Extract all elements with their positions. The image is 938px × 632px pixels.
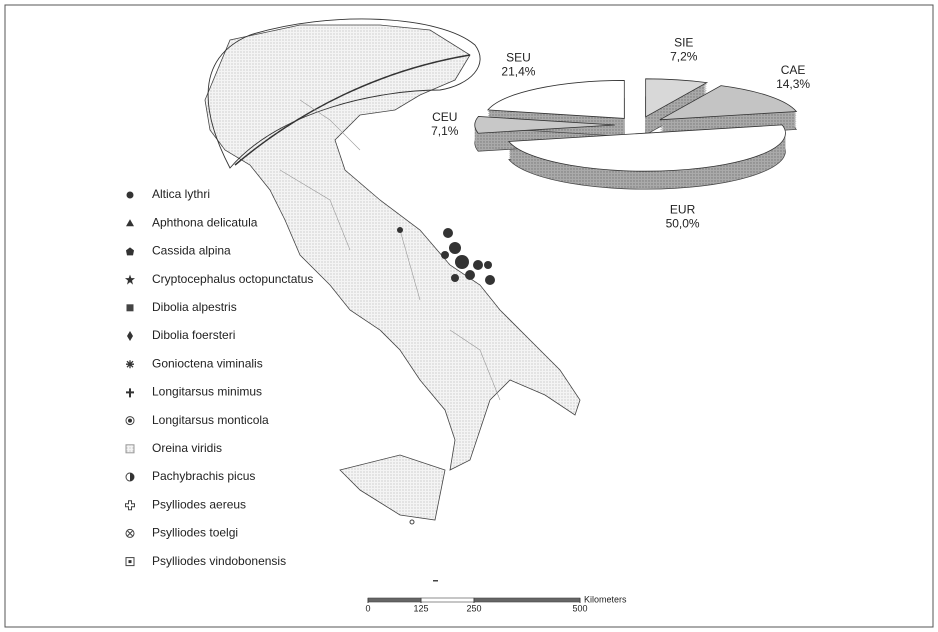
slice — [474, 116, 615, 134]
slice — [487, 80, 625, 119]
symbol — [126, 247, 134, 256]
legend-label: Psylliodes vindobonensis — [152, 554, 286, 568]
scale-tick-label: 250 — [466, 603, 481, 613]
legend-symbol — [125, 416, 135, 426]
scale-segment — [420, 597, 475, 603]
slice-value-label: 7,2% — [670, 50, 698, 64]
legend-symbol — [125, 528, 135, 538]
slice-value-label: 21,4% — [501, 64, 535, 78]
legend-label: Aphthona delicatula — [152, 215, 258, 229]
legend-label: Oreina viridis — [152, 441, 222, 455]
symbol — [125, 274, 135, 285]
legend-symbol — [126, 191, 134, 199]
slice-category: CEU — [432, 110, 457, 124]
slice — [645, 78, 709, 118]
slice-value-label: 14,3% — [776, 77, 810, 91]
legend-symbol — [126, 247, 134, 256]
scale-segment — [473, 597, 581, 603]
legend-symbol — [125, 444, 135, 454]
slice-category: EUR — [670, 203, 696, 217]
islet — [433, 580, 438, 582]
slice — [508, 124, 786, 172]
legend-label: Longitarsus monticola — [152, 413, 269, 427]
range-line — [234, 54, 471, 166]
symbol — [126, 360, 134, 369]
legend-label: Dibolia foersteri — [152, 328, 235, 342]
legend-label: Pachybrachis picus — [152, 469, 255, 483]
legend-label: Longitarsus minimus — [152, 385, 262, 399]
symbol — [128, 418, 132, 423]
symbol — [125, 444, 135, 454]
range-outline — [207, 18, 481, 169]
symbol — [128, 560, 132, 564]
scale-segment — [367, 597, 422, 603]
islet — [409, 519, 415, 525]
slice-value-label: 7,1% — [431, 124, 459, 138]
legend-symbol — [126, 388, 134, 398]
scale-unit: Kilometers — [584, 594, 627, 604]
symbol — [125, 528, 135, 538]
symbol — [126, 191, 134, 199]
records — [397, 227, 495, 285]
symbol — [127, 331, 133, 341]
legend-label: Gonioctena viminalis — [152, 356, 263, 370]
italy-map — [204, 18, 581, 582]
symbol — [125, 557, 135, 567]
slice — [659, 85, 798, 121]
legend-symbol — [125, 557, 135, 567]
legend-symbol — [126, 360, 134, 369]
symbol — [126, 304, 134, 312]
borders — [279, 99, 501, 401]
legend-symbol — [125, 472, 135, 482]
symbol — [126, 388, 134, 398]
legend-label: Altica lythri — [152, 187, 210, 201]
symbol — [125, 500, 135, 511]
symbol — [127, 530, 133, 537]
slice-value-label: 50,0% — [666, 217, 700, 231]
scale-tick-label: 500 — [572, 603, 587, 613]
legend-symbol — [125, 500, 135, 511]
legend-label: Dibolia alpestris — [152, 300, 237, 314]
symbol — [126, 219, 134, 227]
slice-category: CAE — [781, 63, 806, 77]
symbol — [130, 473, 134, 481]
legend-label: Psylliodes toelgi — [152, 526, 238, 540]
legend-symbol — [125, 274, 135, 285]
legend-label: Cryptocephalus octopunctatus — [152, 272, 313, 286]
legend: Altica lythri Aphthona delicatula Cassida … — [125, 187, 313, 568]
symbol — [125, 416, 135, 426]
sicily — [339, 454, 446, 521]
legend-label: Psylliodes aereus — [152, 497, 246, 511]
scale-tick-label: 125 — [413, 603, 428, 613]
scale-tick-label: 0 — [365, 603, 370, 613]
legend-symbol — [126, 304, 134, 312]
slice-category: SIE — [674, 36, 693, 50]
slice-category: SEU — [506, 50, 531, 64]
legend-label: Cassida alpina — [152, 244, 231, 258]
legend-symbol — [127, 331, 133, 341]
legend-symbol — [126, 219, 134, 227]
